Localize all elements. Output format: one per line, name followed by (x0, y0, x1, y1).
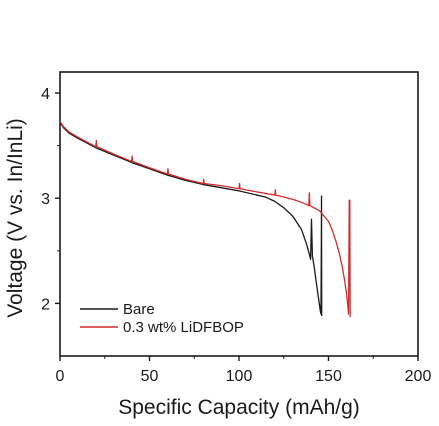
y-tick-label: 2 (41, 296, 50, 313)
x-tick-label: 200 (405, 368, 432, 385)
y-tick-label: 3 (41, 191, 50, 208)
legend-label-lidfbop: 0.3 wt% LiDFBOP (123, 319, 244, 336)
series-line-lidfbop (59, 121, 351, 318)
y-axis-title: Voltage (V vs. In/InLi) (4, 118, 27, 318)
x-tick-label: 150 (315, 368, 342, 385)
x-axis-title: Specific Capacity (mAh/g) (118, 396, 360, 419)
y-tick-label: 4 (41, 86, 50, 103)
x-tick-label: 100 (226, 368, 253, 385)
x-tick-label: 50 (141, 368, 159, 385)
x-tick-label: 0 (56, 368, 65, 385)
legend-label-bare: Bare (123, 301, 155, 318)
plot-area (59, 71, 419, 357)
plot-frame (59, 71, 419, 357)
legend: Bare 0.3 wt% LiDFBOP (80, 301, 244, 336)
series-line-bare (59, 122, 323, 317)
x-axis: 0 50 100 150 200 (56, 356, 432, 385)
series-layer (59, 121, 351, 318)
y-axis: 2 3 4 (41, 86, 60, 313)
